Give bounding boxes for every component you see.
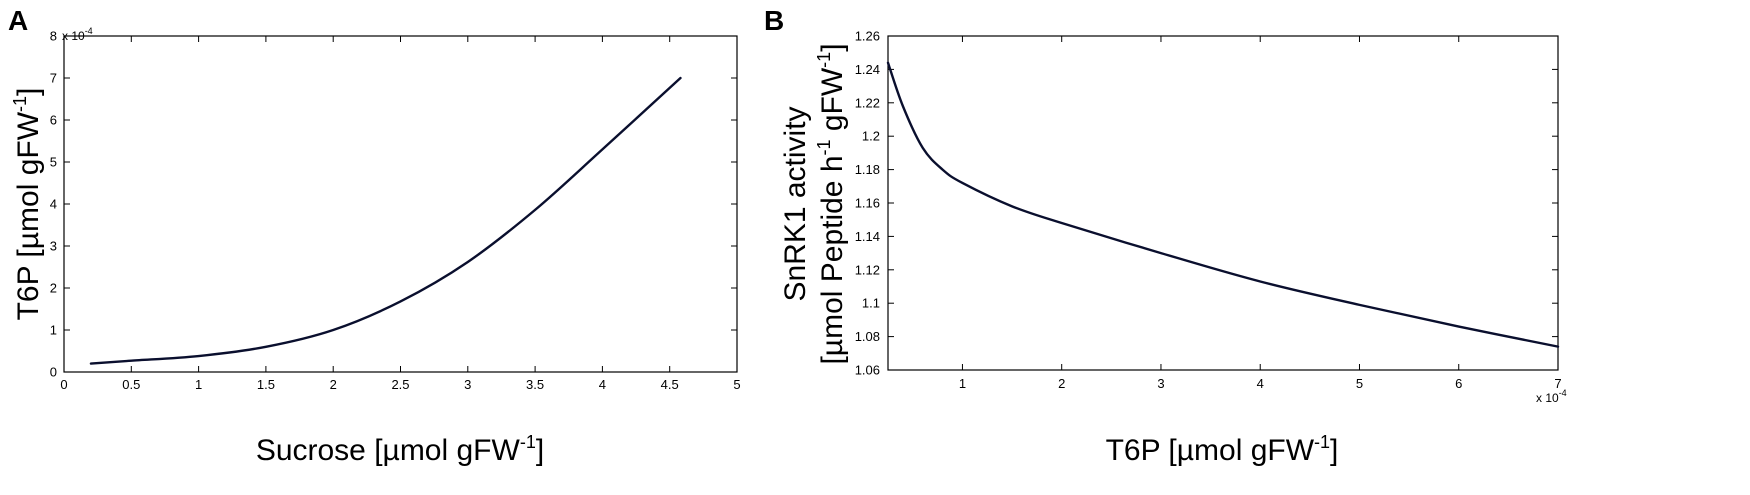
- panel-b-y-axis-title-units: [µmol Peptide h-1 gFW-1]: [814, 43, 849, 364]
- b-x-tick-label: 3: [1157, 376, 1164, 391]
- b-y-tick-label: 1.16: [855, 196, 880, 211]
- b-x-tick-label: 5: [1356, 376, 1363, 391]
- a-x-tick-label: 0: [60, 377, 67, 392]
- panel-a-x-axis-title: Sucrose [µmol gFW-1]: [256, 432, 544, 467]
- a-y-tick-label: 7: [50, 71, 57, 86]
- a-x-tick-label: 1: [195, 377, 202, 392]
- a-x-tick-label: 1.5: [257, 377, 275, 392]
- a-x-tick-label: 2: [330, 377, 337, 392]
- b-y-tick-label: 1.2: [862, 129, 880, 144]
- b-x-tick-label: 6: [1455, 376, 1462, 391]
- b-y-tick-label: 1.24: [855, 62, 880, 77]
- panel-b-plot-frame: [887, 35, 1559, 371]
- a-x-tick-label: 0.5: [122, 377, 140, 392]
- a-x-tick-label: 5: [733, 377, 740, 392]
- panel-a-y-tick-labels: 0 1 2 3 4 5 6 7 8: [50, 29, 57, 380]
- b-y-tick-label: 1.18: [855, 162, 880, 177]
- b-y-tick-label: 1.08: [855, 329, 880, 344]
- a-y-tick-label: 6: [50, 113, 57, 128]
- b-y-tick-label: 1.1: [862, 296, 880, 311]
- b-y-tick-label: 1.26: [855, 29, 880, 44]
- panel-a-y-multiplier: x 10-4: [62, 26, 93, 43]
- b-y-tick-label: 1.12: [855, 262, 880, 277]
- a-y-tick-label: 8: [50, 29, 57, 44]
- b-y-tick-label: 1.22: [855, 95, 880, 110]
- panel-b-y-tick-labels: 1.06 1.08 1.1 1.12 1.14 1.16 1.18 1.2 1.22 1.24 1.…: [855, 29, 880, 378]
- panel-b: B 1 2 3 4 5 6 7 1.06 1.08 1.1 1.12 1.14 1.16 1.18 1.2…: [764, 5, 1567, 467]
- a-y-tick-label: 0: [50, 365, 57, 380]
- panel-a-letter: A: [8, 5, 28, 36]
- a-x-tick-label: 4.5: [661, 377, 679, 392]
- a-x-tick-label: 3.5: [526, 377, 544, 392]
- panel-b-x-multiplier: x 10-4: [1536, 388, 1567, 405]
- a-y-tick-label: 1: [50, 323, 57, 338]
- panel-a: A 0 0.5 1 1.5 2 2.5 3 3.5 4 4.5 5 0 1 2 3 4 5 6 7 8 x 10-4…: [8, 5, 741, 467]
- a-y-tick-label: 5: [50, 155, 57, 170]
- a-x-tick-label: 3: [464, 377, 471, 392]
- b-y-tick-label: 1.14: [855, 229, 880, 244]
- b-x-tick-label: 7: [1554, 376, 1561, 391]
- a-y-tick-label: 2: [50, 281, 57, 296]
- panel-a-y-axis-title: T6P [µmol gFW-1]: [10, 88, 45, 321]
- panel-b-ticks: [888, 35, 1559, 371]
- panel-b-x-axis-title: T6P [µmol gFW-1]: [1106, 432, 1339, 467]
- panel-a-ticks: [63, 35, 738, 373]
- panel-a-plot-frame: [63, 35, 738, 373]
- b-x-tick-label: 1: [959, 376, 966, 391]
- panel-b-letter: B: [764, 5, 784, 36]
- b-x-tick-label: 2: [1058, 376, 1065, 391]
- panel-a-x-tick-labels: 0 0.5 1 1.5 2 2.5 3 3.5 4 4.5 5: [60, 377, 740, 392]
- a-y-tick-label: 4: [50, 197, 57, 212]
- a-x-tick-label: 4: [599, 377, 606, 392]
- b-y-tick-label: 1.06: [855, 363, 880, 378]
- panel-b-x-tick-labels: 1 2 3 4 5 6 7: [959, 376, 1562, 391]
- a-x-tick-label: 2.5: [391, 377, 409, 392]
- panel-a-series-line: [89, 76, 682, 365]
- a-y-tick-label: 3: [50, 239, 57, 254]
- panel-b-y-axis-title: SnRK1 activity: [779, 106, 812, 301]
- panel-b-series-line: [886, 61, 1560, 348]
- b-x-tick-label: 4: [1257, 376, 1264, 391]
